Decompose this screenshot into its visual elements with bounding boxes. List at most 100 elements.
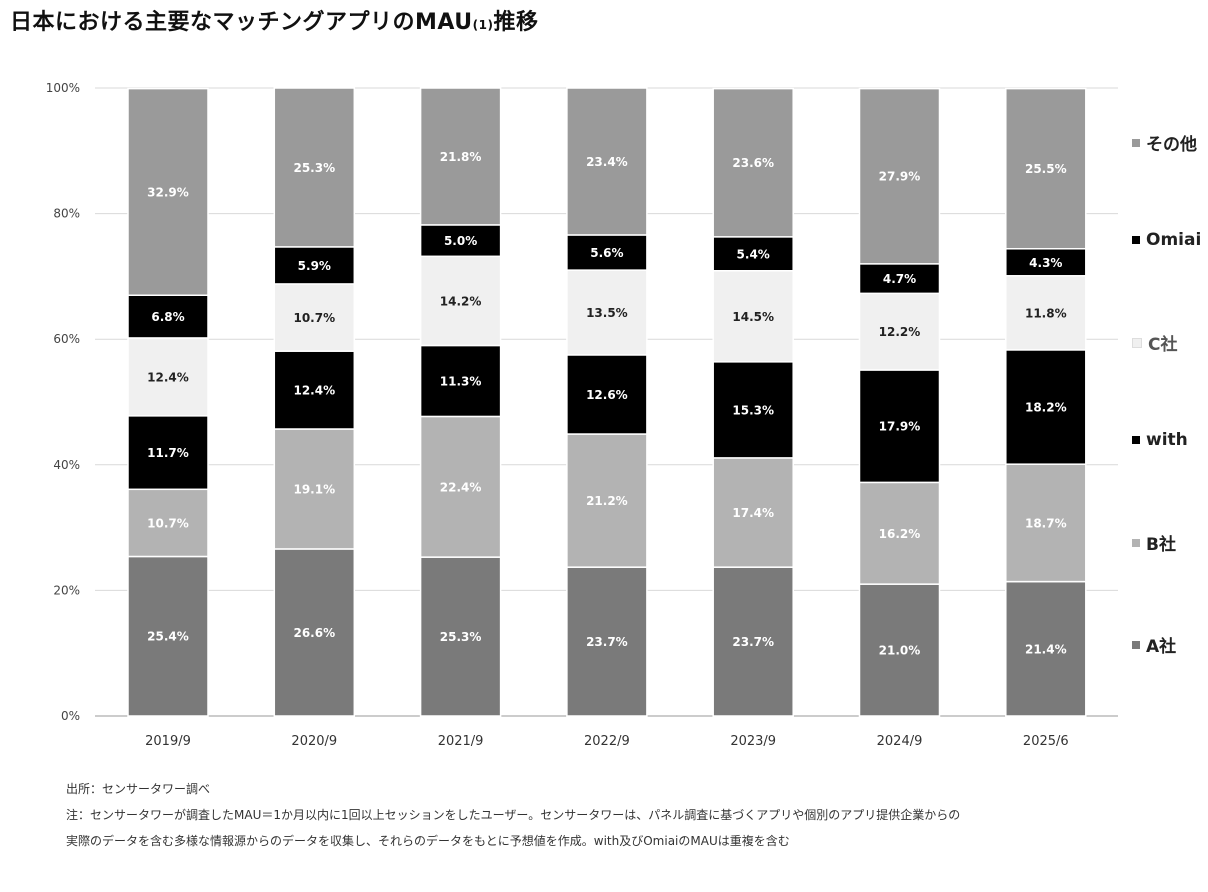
bar-segment [566, 354, 648, 435]
bar-segment [712, 566, 794, 717]
bar-segment [566, 433, 648, 568]
y-tick-label: 60% [53, 332, 80, 346]
data-label: 5.4% [737, 247, 770, 261]
legend-label: その他 [1146, 135, 1197, 155]
bar-segment [566, 234, 648, 271]
legend-item: with [1132, 430, 1188, 450]
bar-segment [712, 87, 794, 238]
data-label: 4.7% [883, 272, 916, 286]
data-label: 11.3% [440, 374, 482, 388]
bar-segment [273, 428, 356, 550]
legend-label: Omiai [1146, 230, 1202, 250]
data-label: 25.5% [1025, 162, 1067, 176]
data-label: 11.7% [147, 446, 189, 460]
data-label: 5.6% [590, 246, 623, 260]
footer-note-line-2: 実際のデータを含む多様な情報源からのデータを収集し、それらのデータをもとに予想値… [66, 834, 790, 848]
legend-label: with [1146, 430, 1188, 450]
data-label: 14.2% [440, 294, 482, 308]
x-tick-label: 2023/9 [730, 734, 776, 749]
legend-swatch [1132, 436, 1140, 444]
data-label: 11.8% [1025, 306, 1067, 320]
data-label: 25.3% [293, 161, 335, 175]
data-label: 17.9% [879, 420, 921, 434]
bar-segment [273, 87, 356, 248]
data-label: 13.5% [586, 306, 628, 320]
x-tick-label: 2021/9 [438, 734, 484, 749]
bar-segment [1005, 580, 1087, 717]
data-label: 5.0% [444, 234, 477, 248]
bar-segment [273, 548, 356, 717]
legend-label: A社 [1146, 637, 1177, 657]
x-tick-label: 2024/9 [877, 734, 923, 749]
bar-segment [127, 87, 209, 296]
data-label: 6.8% [151, 310, 184, 324]
bar-segment [419, 224, 502, 258]
legend-swatch [1132, 640, 1140, 649]
bar-segment [712, 361, 794, 459]
bar-segment [419, 344, 502, 418]
data-label: 18.2% [1025, 401, 1067, 415]
bar-segment [858, 583, 941, 717]
data-label: 27.9% [879, 170, 921, 184]
stacked-bar-chart: 0% 20% 40% 60% 80% 100% 25.4% 10.7% 11.7% 12.4% 6.… [46, 81, 1118, 749]
bar-segment [712, 457, 794, 568]
data-label: 26.6% [293, 626, 335, 640]
bar-segment [858, 263, 941, 295]
legend-item: その他 [1132, 130, 1197, 155]
bar-segment [858, 87, 941, 265]
data-label: 17.4% [732, 506, 774, 520]
legend-item: Omiai [1132, 230, 1201, 250]
data-label: 23.7% [732, 635, 774, 649]
legend-label: C社 [1148, 335, 1178, 355]
data-label: 12.4% [293, 384, 335, 398]
data-label: 19.1% [293, 482, 335, 496]
bar-segment [858, 369, 941, 484]
bar-segment [419, 255, 502, 347]
data-label: 21.0% [879, 644, 921, 658]
legend-item: C社 [1132, 330, 1177, 355]
data-label: 23.6% [732, 156, 774, 170]
y-tick-label: 80% [53, 207, 80, 221]
bar-segment [273, 283, 356, 352]
y-tick-label: 0% [61, 709, 80, 723]
chart-title-footnote-ref: (1) [472, 18, 494, 32]
bar-segment [419, 556, 502, 717]
x-tick-label: 2020/9 [291, 734, 337, 749]
legend-item: A社 [1132, 632, 1176, 657]
data-label: 12.4% [147, 370, 189, 384]
data-label: 14.5% [732, 310, 774, 324]
bar-segment [858, 292, 941, 371]
bar-segment [1005, 87, 1087, 250]
legend-swatch [1132, 337, 1142, 348]
bar-segment [566, 566, 648, 717]
footer-note-line-1: 注：センサータワーが調査したMAU＝1か月以内に1回以上セッションをしたユーザー… [66, 808, 961, 822]
x-tick-label: 2022/9 [584, 734, 630, 749]
data-label: 25.3% [440, 630, 482, 644]
data-label: 25.4% [147, 630, 189, 644]
data-label: 12.6% [586, 388, 628, 402]
data-label: 10.7% [293, 311, 335, 325]
footer-source: 出所：センサータワー調べ [66, 782, 211, 796]
data-label: 4.3% [1029, 256, 1062, 270]
data-label: 15.3% [732, 403, 774, 417]
bar-segment [566, 87, 648, 236]
legend-label: B社 [1146, 535, 1176, 555]
bar-segment [566, 269, 648, 356]
bar-segment [858, 481, 941, 585]
bar-segment [419, 87, 502, 226]
data-label: 23.7% [586, 635, 628, 649]
legend-swatch [1132, 538, 1140, 547]
bar-segment [712, 269, 794, 363]
data-label: 32.9% [147, 185, 189, 199]
data-label: 12.2% [879, 325, 921, 339]
data-label: 21.2% [586, 494, 628, 508]
data-label: 23.4% [586, 155, 628, 169]
x-tick-label: 2025/6 [1023, 734, 1069, 749]
data-label: 16.2% [879, 527, 921, 541]
bar-segment [712, 236, 794, 272]
data-label: 18.7% [1025, 516, 1067, 530]
legend-swatch [1132, 138, 1140, 147]
chart-title-suffix: 推移 [493, 10, 539, 35]
legend-item: B社 [1132, 530, 1176, 555]
y-tick-label: 40% [53, 458, 80, 472]
